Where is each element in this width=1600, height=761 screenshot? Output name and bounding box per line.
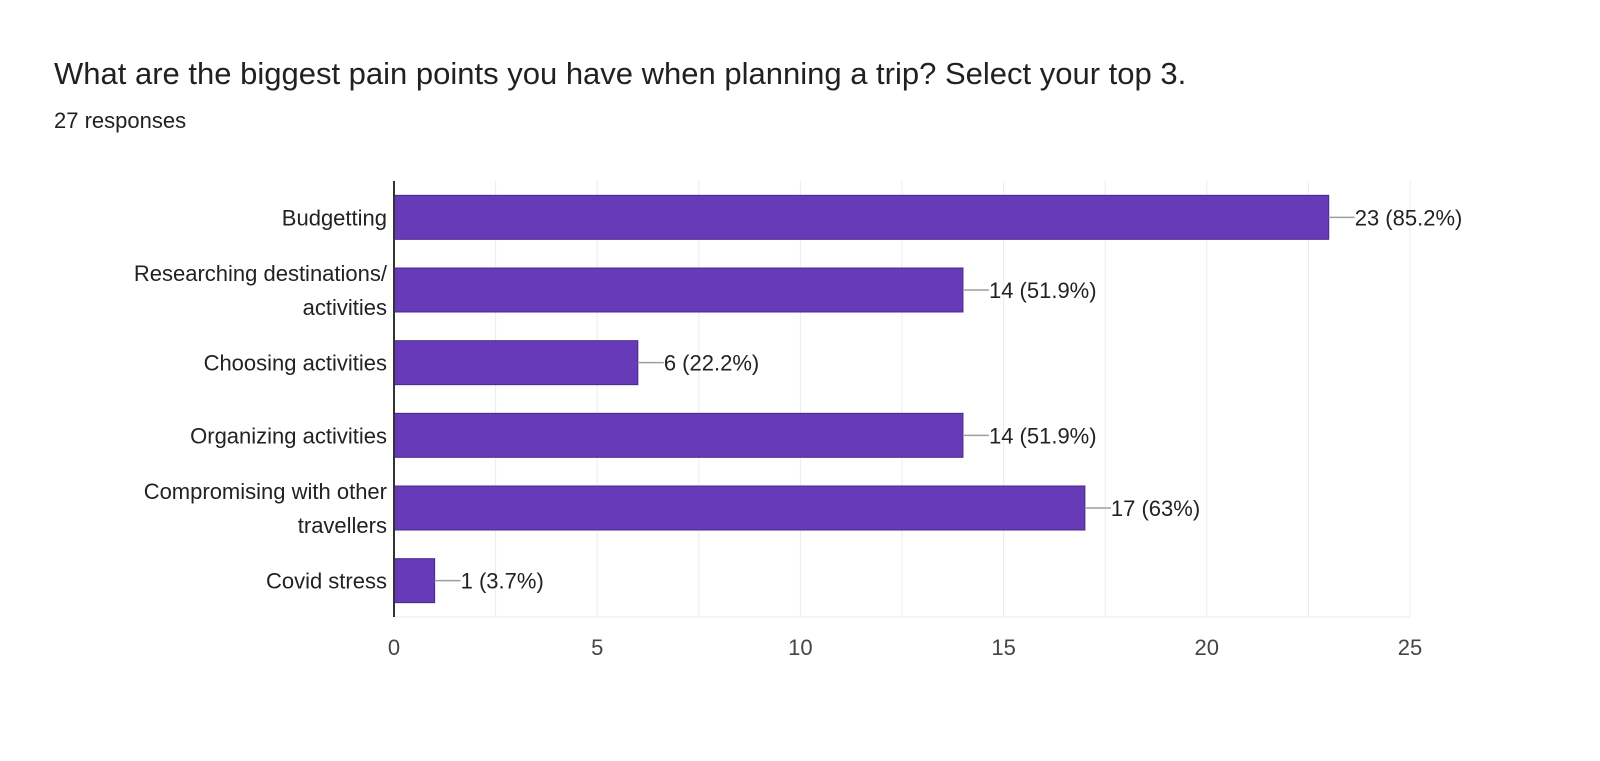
- data-label: 14 (51.9%): [989, 423, 1097, 448]
- bar: [393, 267, 964, 313]
- category-label-line: Compromising with other: [144, 479, 387, 504]
- category-label: Choosing activities: [204, 351, 387, 376]
- data-label: 17 (63%): [1111, 496, 1200, 521]
- bar: [393, 412, 964, 458]
- bar: [393, 485, 1086, 531]
- category-label-line: Researching destinations/: [134, 261, 388, 286]
- x-tick-label: 15: [991, 635, 1015, 660]
- data-label: 23 (85.2%): [1355, 205, 1463, 230]
- chart-title: What are the biggest pain points you hav…: [54, 56, 1187, 91]
- grid-lines: [394, 181, 1411, 618]
- bar: [393, 340, 639, 386]
- x-tick-label: 0: [388, 635, 400, 660]
- data-label: 14 (51.9%): [989, 278, 1097, 303]
- category-label-line: Choosing activities: [204, 351, 387, 376]
- category-label-line: Budgetting: [282, 205, 387, 230]
- x-tick-label: 5: [591, 635, 603, 660]
- category-label-line: travellers: [298, 513, 387, 538]
- x-tick-label: 10: [788, 635, 812, 660]
- labels: 0 5 10 15 20 25 23 (85.2%) Budgetting 14 (51.9%)…: [134, 205, 1463, 660]
- category-label: Budgetting: [282, 205, 387, 230]
- response-count: 27 responses: [54, 108, 187, 133]
- bar: [393, 558, 436, 604]
- bars: [393, 181, 1355, 617]
- category-label: Compromising with other travellers: [144, 479, 387, 538]
- x-tick-label: 25: [1398, 635, 1422, 660]
- category-label: Organizing activities: [190, 423, 387, 448]
- category-label-line: Organizing activities: [190, 423, 387, 448]
- bar: [393, 194, 1330, 240]
- category-label-line: Covid stress: [266, 569, 387, 594]
- category-label: Covid stress: [266, 569, 387, 594]
- category-label-line: activities: [303, 295, 387, 320]
- category-label: Researching destinations/activities: [134, 261, 388, 320]
- data-label: 1 (3.7%): [461, 569, 544, 594]
- x-tick-label: 20: [1195, 635, 1219, 660]
- data-label: 6 (22.2%): [664, 351, 759, 376]
